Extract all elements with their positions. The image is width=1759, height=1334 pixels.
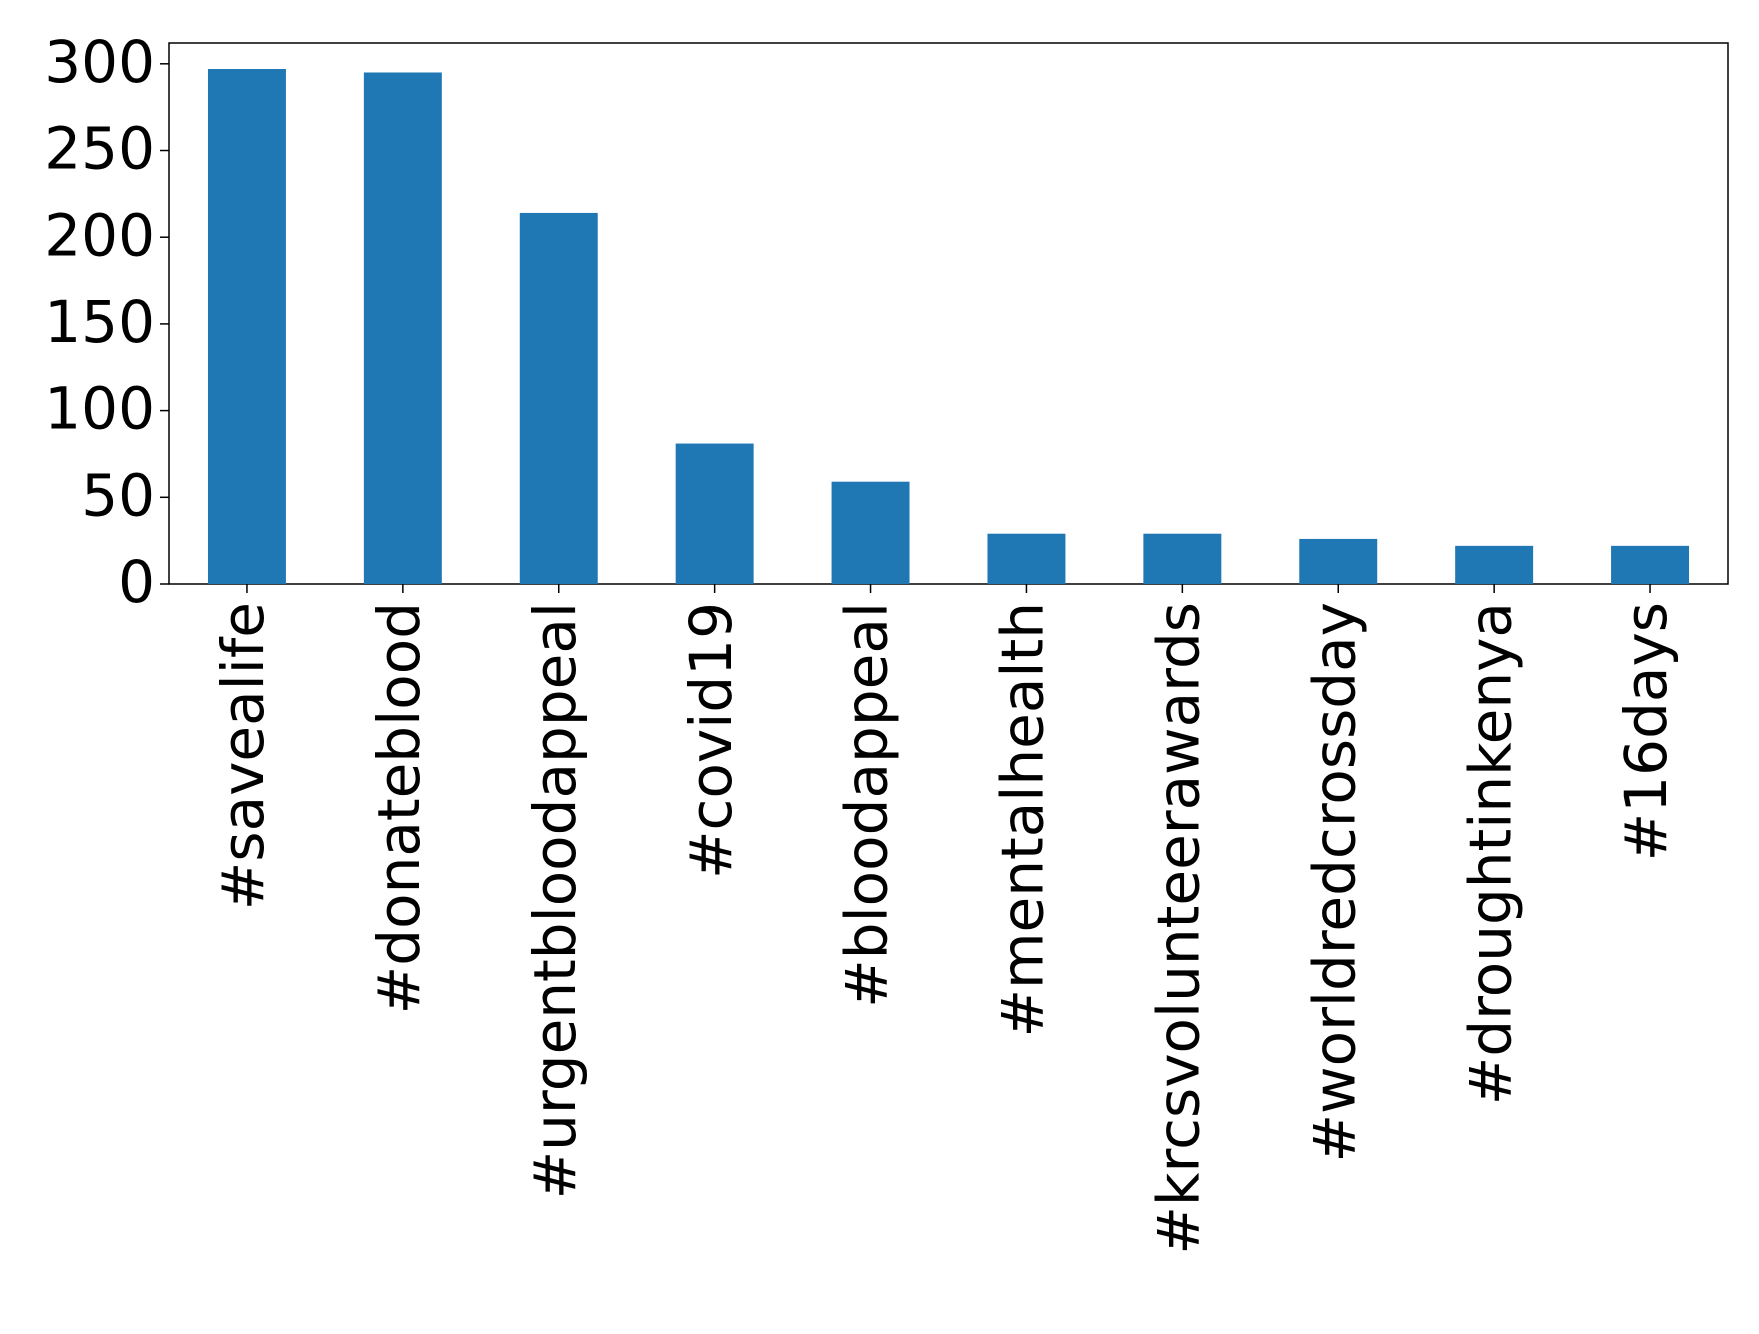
x-tick-label: #urgentbloodappeal xyxy=(521,602,589,1199)
x-tick-label: #savealife xyxy=(209,602,277,910)
bar xyxy=(1299,538,1378,584)
x-tick-label: #covid19 xyxy=(677,602,745,879)
bar xyxy=(675,443,754,584)
bar xyxy=(1455,545,1534,584)
y-tick-label: 50 xyxy=(81,461,155,529)
x-tick-label: #donateblood xyxy=(365,602,433,1014)
y-tick-label: 100 xyxy=(44,375,155,443)
x-tick-label: #bloodappeal xyxy=(833,602,901,1008)
bar xyxy=(519,212,598,584)
y-tick-label: 200 xyxy=(44,201,155,269)
x-tick-label: #mentalhealth xyxy=(989,602,1057,1038)
bar xyxy=(1611,545,1690,584)
bar xyxy=(1143,533,1222,584)
y-tick-label: 0 xyxy=(118,548,155,616)
x-tick-label: #droughtinkenya xyxy=(1456,602,1524,1105)
bar xyxy=(987,533,1066,584)
bar xyxy=(831,481,910,584)
y-tick-label: 150 xyxy=(44,288,155,356)
x-tick-label: #krcsvolunteerawards xyxy=(1144,602,1212,1255)
x-tick-label: #16days xyxy=(1612,602,1680,861)
plot-frame xyxy=(168,42,1729,585)
bar xyxy=(207,69,286,584)
bar xyxy=(363,72,442,584)
y-tick-label: 300 xyxy=(44,28,155,96)
y-tick-label: 250 xyxy=(44,115,155,183)
x-tick-label: #worldredcrossday xyxy=(1300,602,1368,1162)
